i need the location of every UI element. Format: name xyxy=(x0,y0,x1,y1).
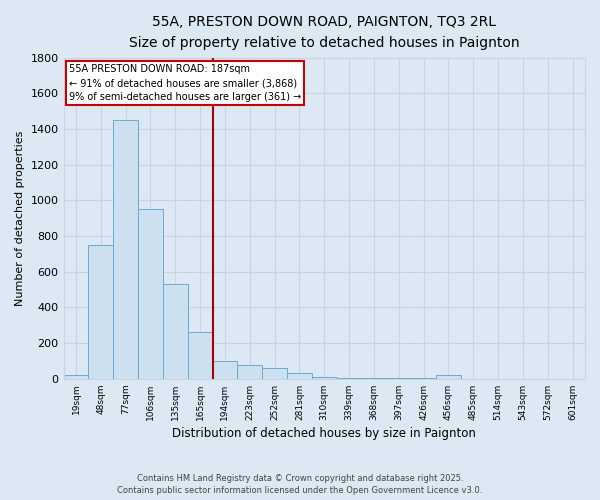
Title: 55A, PRESTON DOWN ROAD, PAIGNTON, TQ3 2RL
Size of property relative to detached : 55A, PRESTON DOWN ROAD, PAIGNTON, TQ3 2R… xyxy=(129,15,520,50)
Bar xyxy=(212,361,238,379)
Text: Contains HM Land Registry data © Crown copyright and database right 2025.
Contai: Contains HM Land Registry data © Crown c… xyxy=(118,474,482,495)
Bar xyxy=(64,376,88,379)
Bar xyxy=(188,332,212,379)
Text: 55A PRESTON DOWN ROAD: 187sqm
← 91% of detached houses are smaller (3,868)
9% of: 55A PRESTON DOWN ROAD: 187sqm ← 91% of d… xyxy=(69,64,301,102)
Bar xyxy=(312,377,337,379)
Bar xyxy=(163,284,188,379)
Bar xyxy=(262,368,287,379)
Bar xyxy=(337,378,362,379)
Bar xyxy=(287,374,312,379)
X-axis label: Distribution of detached houses by size in Paignton: Distribution of detached houses by size … xyxy=(172,427,476,440)
Y-axis label: Number of detached properties: Number of detached properties xyxy=(15,130,25,306)
Bar xyxy=(138,210,163,379)
Bar xyxy=(88,245,113,379)
Bar xyxy=(436,376,461,379)
Bar xyxy=(362,378,386,379)
Bar xyxy=(113,120,138,379)
Bar xyxy=(238,364,262,379)
